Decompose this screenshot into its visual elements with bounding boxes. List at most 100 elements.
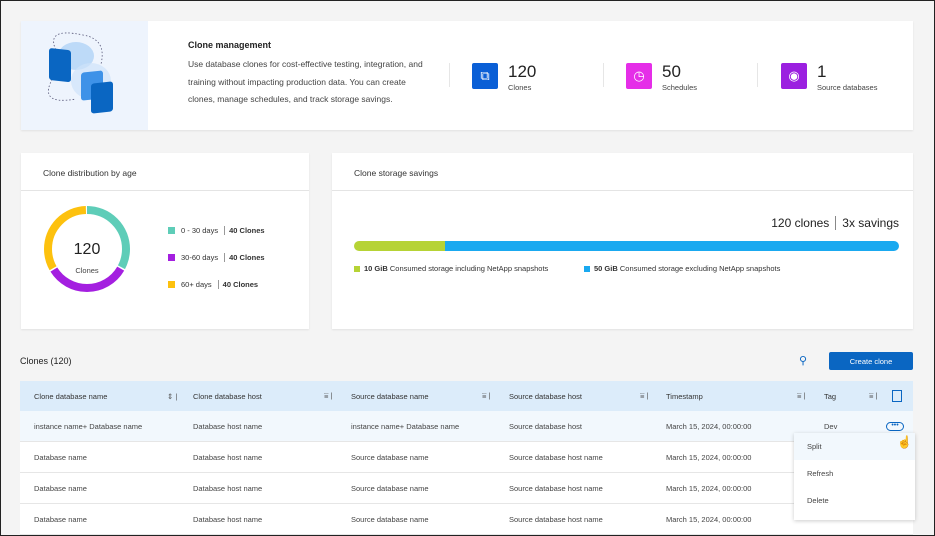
table-row[interactable]: Database name Database host name Source da… bbox=[20, 442, 913, 473]
table-cell: Source database name bbox=[351, 514, 429, 524]
create-clone-button[interactable]: Create clone bbox=[829, 352, 913, 370]
column-settings-icon[interactable] bbox=[892, 390, 902, 402]
legend-count: 40 Clones bbox=[217, 280, 258, 289]
table-cell: March 15, 2024, 00:00:00 bbox=[666, 421, 752, 431]
savings-title: Clone storage savings bbox=[332, 153, 913, 191]
legend-amount: 50 GiB bbox=[594, 264, 618, 273]
filter-icon[interactable]: ⩸ | bbox=[869, 391, 878, 400]
filter-icon[interactable]: ⩸ | bbox=[324, 391, 333, 400]
stat-clones[interactable]: ⧉ 120 Clones bbox=[472, 63, 536, 92]
storage-legend-item: 10 GiB Consumed storage including NetApp… bbox=[354, 264, 548, 273]
savings-ratio: 3x savings bbox=[835, 216, 899, 230]
clone-illustration bbox=[21, 21, 148, 130]
legend-count: 40 Clones bbox=[224, 226, 265, 235]
table-cell: Source database host name bbox=[509, 483, 603, 493]
donut-chart bbox=[44, 206, 130, 292]
table-cell: Database host name bbox=[193, 483, 263, 493]
donut-total: 120 bbox=[73, 241, 101, 258]
column-header-tag[interactable]: Tag bbox=[824, 391, 837, 401]
legend-swatch bbox=[354, 265, 360, 272]
column-header-timestamp[interactable]: Timestamp bbox=[666, 391, 703, 401]
stat-value: 120 bbox=[508, 62, 537, 81]
storage-bar-segment-including bbox=[354, 241, 445, 251]
table-row[interactable]: instance name+ Database name Database hos… bbox=[20, 411, 913, 442]
distribution-card: Clone distribution by age 120 Clones 0 -… bbox=[21, 153, 309, 329]
hero-card: Clone management Use database clones for… bbox=[21, 21, 913, 130]
donut-segment-30-60 bbox=[44, 206, 130, 292]
donut-total-label: Clones bbox=[75, 266, 99, 275]
stat-label: Source databases bbox=[817, 83, 878, 92]
legend-label: 60+ days bbox=[181, 280, 212, 289]
legend-label: 30-60 days bbox=[181, 253, 219, 262]
table-cell: Database name bbox=[34, 452, 87, 462]
table-header: Clone database name ⇕ | Clone database ho… bbox=[20, 381, 913, 411]
storage-legend-item: 50 GiB Consumed storage excluding NetApp… bbox=[584, 264, 780, 273]
table-cell: Dev bbox=[824, 421, 838, 431]
table-cell: Database name bbox=[34, 483, 87, 493]
sort-icon[interactable]: ⇕ | bbox=[167, 391, 178, 401]
filter-icon[interactable]: ⩸ | bbox=[482, 391, 491, 400]
clones-table: Clone database name ⇕ | Clone database ho… bbox=[20, 381, 913, 535]
table-row[interactable]: Database name Database host name Source da… bbox=[20, 473, 913, 504]
hero-description: Use database clones for cost-effective t… bbox=[188, 59, 423, 104]
menu-item-split[interactable]: Split bbox=[794, 433, 915, 460]
legend-item: 0 - 30 days 40 Clones bbox=[168, 226, 265, 235]
legend-label: Consumed storage excluding NetApp snapsh… bbox=[619, 264, 781, 273]
savings-summary: 120 clones 3x savings bbox=[771, 216, 899, 230]
savings-clones: 120 clones bbox=[771, 216, 830, 230]
table-cell: March 15, 2024, 00:00:00 bbox=[666, 452, 752, 462]
legend-swatch bbox=[168, 254, 175, 261]
table-cell: Source database name bbox=[351, 483, 429, 493]
column-header-clone-name[interactable]: Clone database name bbox=[34, 391, 108, 401]
table-cell: Database host name bbox=[193, 452, 263, 462]
legend-amount: 10 GiB bbox=[364, 264, 388, 273]
copy-icon: ⧉ bbox=[472, 63, 498, 89]
stat-label: Clones bbox=[508, 83, 532, 92]
clones-title: Clones (120) bbox=[20, 356, 72, 366]
row-actions-menu: Split Refresh Delete bbox=[794, 433, 915, 520]
divider bbox=[757, 63, 758, 87]
divider bbox=[603, 63, 604, 87]
column-header-source-name[interactable]: Source database name bbox=[351, 391, 429, 401]
stat-value: 1 bbox=[817, 62, 827, 81]
table-cell: Database host name bbox=[193, 514, 263, 524]
filter-icon[interactable]: ⩸ | bbox=[640, 391, 649, 400]
legend-count: 40 Clones bbox=[224, 253, 265, 262]
stat-label: Schedules bbox=[662, 83, 698, 92]
legend-label: Consumed storage including NetApp snapsh… bbox=[389, 264, 549, 273]
table-cell: Source database host bbox=[509, 421, 582, 431]
stat-value: 50 bbox=[662, 62, 681, 81]
table-cell: Source database host name bbox=[509, 452, 603, 462]
column-header-source-host[interactable]: Source database host bbox=[509, 391, 582, 401]
table-cell: March 15, 2024, 00:00:00 bbox=[666, 483, 752, 493]
search-icon[interactable]: ⚲ bbox=[799, 355, 808, 367]
donut-segment-0-30 bbox=[44, 206, 130, 292]
stat-schedules[interactable]: ◷ 50 Schedules bbox=[626, 63, 697, 92]
table-cell: instance name+ Database name bbox=[351, 421, 460, 431]
donut-segment-60-plus bbox=[44, 206, 130, 292]
stat-source-databases[interactable]: ◉ 1 Source databases bbox=[781, 63, 877, 92]
legend-item: 60+ days 40 Clones bbox=[168, 280, 258, 289]
storage-bar-segment-excluding bbox=[444, 241, 899, 251]
menu-item-delete[interactable]: Delete bbox=[807, 496, 829, 505]
table-cell: Database host name bbox=[193, 421, 263, 431]
legend-swatch bbox=[168, 281, 175, 288]
table-cell: March 15, 2024, 00:00:00 bbox=[666, 514, 752, 524]
legend-swatch bbox=[584, 265, 590, 272]
filter-icon[interactable]: ⩸ | bbox=[797, 391, 806, 400]
hero-title: Clone management bbox=[188, 40, 272, 50]
legend-item: 30-60 days 40 Clones bbox=[168, 253, 265, 262]
pointer-cursor-icon: ☝ bbox=[897, 435, 912, 449]
legend-swatch bbox=[168, 227, 175, 234]
database-icon: ◉ bbox=[781, 63, 807, 89]
more-actions-icon[interactable]: ••• bbox=[886, 421, 904, 431]
column-header-clone-host[interactable]: Clone database host bbox=[193, 391, 262, 401]
storage-bar bbox=[354, 241, 899, 251]
savings-card: Clone storage savings 120 clones 3x savi… bbox=[332, 153, 913, 329]
table-cell: Database name bbox=[34, 514, 87, 524]
divider bbox=[449, 63, 450, 87]
menu-item-refresh[interactable]: Refresh bbox=[807, 469, 834, 478]
table-row[interactable]: Database name Database host name Source da… bbox=[20, 504, 913, 535]
table-cell: instance name+ Database name bbox=[34, 421, 143, 431]
